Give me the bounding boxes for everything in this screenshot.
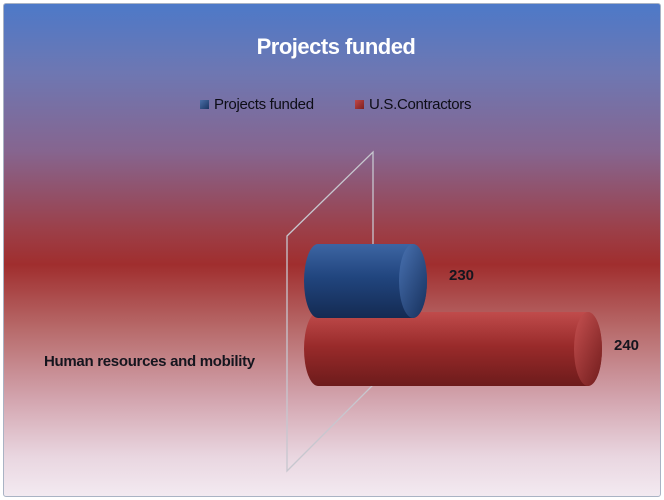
- data-label-projects-funded: 230: [449, 267, 475, 284]
- chart-title: Projects funded: [256, 34, 416, 59]
- data-label-us-contractors: 240: [614, 337, 640, 354]
- legend-swatch-us-contractors: [355, 100, 364, 109]
- legend-swatch-projects-funded: [200, 100, 209, 109]
- bar-cap-us-contractors: [574, 312, 602, 386]
- bar-projects-funded: [304, 244, 427, 318]
- chart-area: Projects funded Projects funded U.S.Cont…: [3, 3, 661, 497]
- bar-cap-projects-funded: [399, 244, 427, 318]
- legend-label-projects-funded: Projects funded: [214, 96, 314, 113]
- legend-label-us-contractors: U.S.Contractors: [369, 96, 472, 113]
- category-label: Human resources and mobility: [44, 353, 255, 370]
- bar-us-contractors: [304, 312, 602, 386]
